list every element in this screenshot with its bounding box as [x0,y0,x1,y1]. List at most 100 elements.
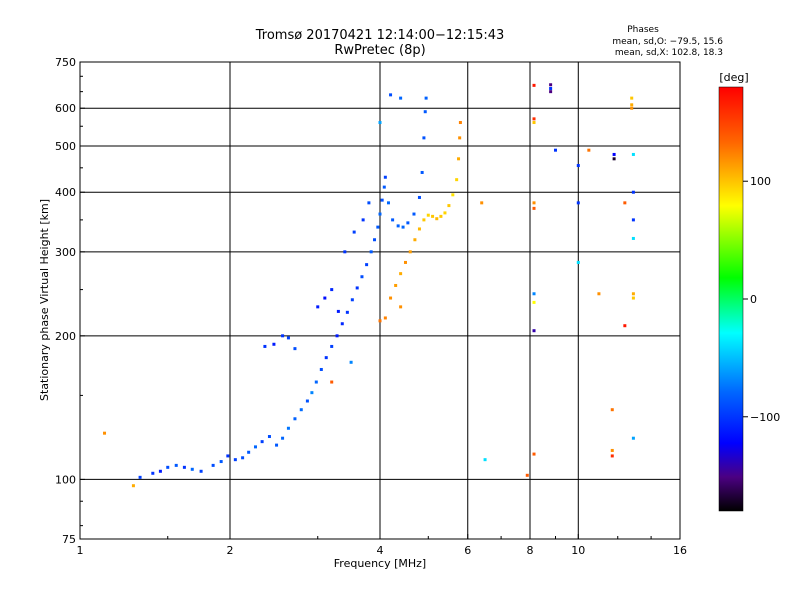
data-point [403,260,407,264]
data-point [190,467,194,471]
data-point [631,296,635,300]
phases-heading: Phases [627,25,659,35]
y-tick-label: 500 [55,140,76,153]
data-point [623,201,627,205]
data-point [480,201,484,205]
data-point [330,288,334,292]
data-point [532,300,536,304]
data-point [406,221,410,225]
data-point [417,227,421,231]
data-point [630,106,634,110]
y-tick-label: 100 [55,473,76,486]
data-point [103,431,107,435]
data-point [286,336,290,340]
data-point [396,224,400,228]
data-point [281,436,285,440]
data-point [394,283,398,287]
x-tick-label: 8 [527,544,534,557]
data-point [378,319,382,323]
data-point [330,344,334,348]
data-point [386,201,390,205]
data-point [443,211,447,215]
data-point [431,214,435,218]
data-point [369,250,373,254]
data-point [631,152,635,156]
data-point [447,204,451,208]
data-point [457,157,461,161]
x-tick-label: 4 [377,544,384,557]
colorbar-unit-label: [deg] [719,71,748,84]
data-point [610,454,614,458]
data-point [423,110,427,114]
data-point [549,83,553,87]
data-point [174,463,178,467]
data-point [330,380,334,384]
x-tick-label: 10 [571,544,585,557]
data-point [272,342,276,346]
data-point [316,305,320,309]
x-axis-ticks: 1 2 4 6 8 10 16 [77,534,687,557]
data-point [138,475,142,479]
y-tick-label: 750 [55,56,76,69]
data-point [211,463,215,467]
data-point [576,201,580,205]
data-point [532,201,536,205]
data-point [399,272,403,276]
data-point [420,170,424,174]
plot-area: 1 2 4 6 8 10 16 75 100 200 300 400 500 600 750 [55,56,687,557]
data-point [310,391,314,395]
data-point [549,86,553,90]
data-point [610,408,614,412]
data-point [612,157,616,161]
data-point [233,458,237,462]
chart-title: Tromsø 20170421 12:14:00−12:15:43 [255,28,505,43]
data-point [532,206,536,210]
data-point [631,218,635,222]
data-point [336,309,340,313]
data-point [458,121,462,125]
data-point [293,347,297,351]
data-point [383,175,387,179]
x-tick-label: 6 [464,544,471,557]
data-point [219,460,223,464]
data-point [422,218,426,222]
data-point [378,121,382,125]
data-point [631,190,635,194]
data-point [525,473,529,477]
data-point [549,90,553,94]
data-point [378,212,382,216]
data-point [324,356,328,360]
phases-x-stats: mean, sd,X: 102.8, 18.3 [615,48,723,58]
data-point [631,436,635,440]
y-tick-label: 300 [55,246,76,259]
data-point [408,250,412,254]
data-point [630,103,634,107]
data-point [373,238,377,242]
data-point [281,334,285,338]
data-point [587,148,591,152]
data-point [389,93,393,97]
data-point [382,185,386,189]
data-point [422,136,426,140]
y-tick-label: 600 [55,102,76,115]
data-point [576,260,580,264]
data-point [355,286,359,290]
data-point [389,296,393,300]
data-point [435,217,439,221]
data-point [241,456,245,460]
data-point [413,238,417,242]
grid-lines [80,62,680,539]
data-point [483,458,487,462]
data-point [417,195,421,199]
data-point [340,322,344,326]
x-tick-label: 1 [77,544,84,557]
data-point [399,96,403,100]
data-point [458,136,462,140]
data-point [455,178,459,182]
data-point [424,96,428,100]
data-point [391,218,395,222]
colorbar-tick-label: 100 [750,175,771,188]
data-point [267,435,271,439]
data-point [553,148,557,152]
data-point [260,440,264,444]
